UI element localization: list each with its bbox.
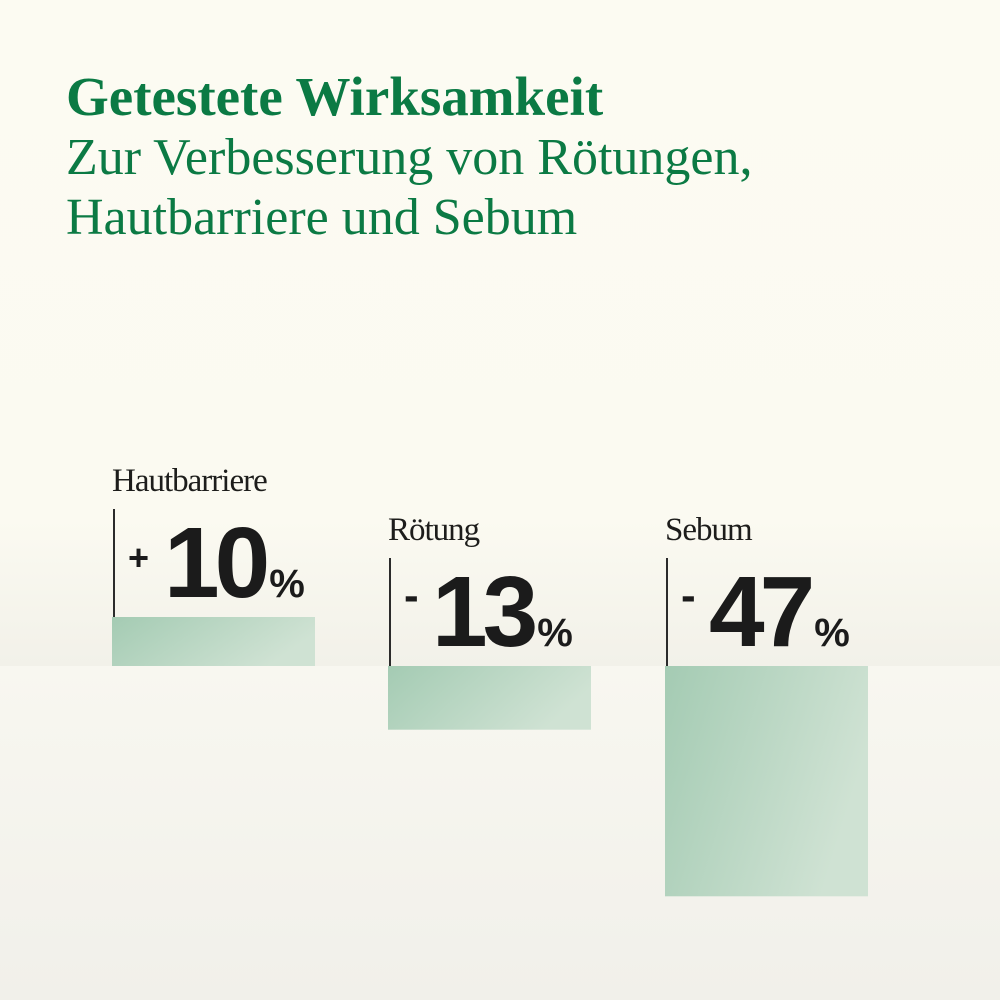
- value-unit: %: [269, 562, 305, 606]
- value-sign: +: [128, 537, 149, 578]
- value-sign: -: [404, 571, 419, 620]
- value-label-sebum: 47: [709, 556, 812, 668]
- category-label-sebum: Sebum: [665, 512, 753, 548]
- category-label-r-tung: Rötung: [388, 512, 480, 548]
- bar-hautbarriere: [112, 617, 315, 666]
- header: Getestete Wirksamkeit Zur Verbesserung v…: [66, 66, 966, 248]
- bar-sebum: [665, 666, 868, 897]
- subtitle-line-2: Hautbarriere und Sebum: [66, 189, 578, 246]
- subtitle-line-1: Zur Verbesserung von Rötungen,: [66, 129, 753, 186]
- value-unit: %: [814, 611, 850, 655]
- page-title: Getestete Wirksamkeit: [66, 66, 604, 127]
- category-label-hautbarriere: Hautbarriere: [112, 463, 267, 499]
- bar-r-tung: [388, 666, 591, 730]
- value-sign: -: [681, 571, 696, 620]
- value-label-hautbarriere: 10: [164, 507, 267, 619]
- background-upper: [0, 0, 1000, 666]
- value-label-r-tung: 13: [432, 556, 535, 668]
- value-unit: %: [537, 611, 573, 655]
